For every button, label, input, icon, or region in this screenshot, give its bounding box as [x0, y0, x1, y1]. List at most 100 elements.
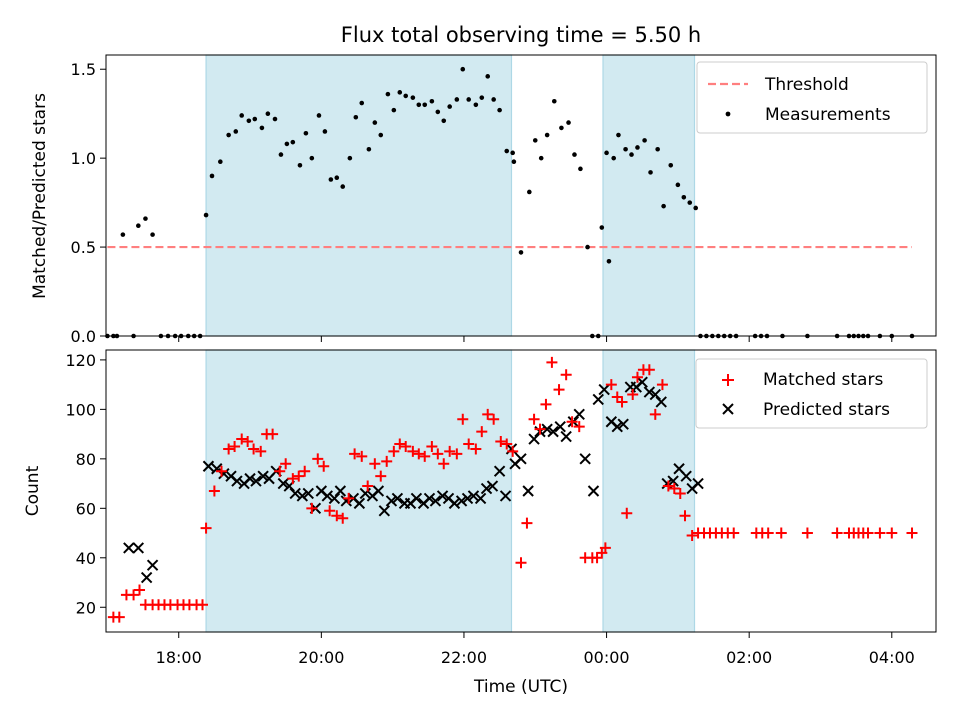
- measurement-point: [538, 155, 544, 161]
- bottom-x-ticks: 18:00 20:00 22:00 00:00 02:00 04:00: [156, 632, 915, 667]
- measurement-point: [687, 200, 693, 205]
- measurement-point: [410, 95, 416, 100]
- top-shaded-regions: [205, 54, 696, 337]
- matched-point: [197, 599, 209, 611]
- predicted-point: [598, 383, 610, 396]
- shaded-interval: [205, 54, 513, 337]
- measurement-point: [668, 162, 674, 168]
- bottom-shaded-regions: [205, 349, 696, 633]
- matched-point: [331, 510, 343, 522]
- matched-point: [248, 443, 260, 455]
- matched-point: [662, 480, 674, 492]
- top-axes-frame: [105, 54, 937, 337]
- measurement-point: [661, 203, 666, 209]
- matched-point: [134, 584, 146, 596]
- predicted-point: [587, 485, 600, 497]
- predicted-point: [334, 485, 347, 497]
- matched-point: [432, 448, 444, 460]
- matched-point: [318, 460, 330, 472]
- matched-points: [107, 356, 918, 623]
- predicted-point: [353, 497, 366, 510]
- measurement-point: [544, 132, 550, 138]
- measurement-point: [693, 205, 698, 211]
- predicted-point: [636, 376, 648, 388]
- predicted-point: [146, 559, 159, 571]
- matched-point: [546, 356, 558, 368]
- matched-point: [528, 413, 540, 425]
- y-tick-label: 40: [76, 549, 96, 568]
- measurement-point: [511, 159, 517, 165]
- predicted-point: [123, 542, 135, 554]
- matched-point: [540, 398, 552, 410]
- predicted-point: [480, 482, 493, 495]
- predicted-point: [579, 453, 591, 465]
- predicted-point: [448, 497, 461, 510]
- matched-point: [560, 369, 572, 381]
- predicted-point: [410, 492, 423, 505]
- matched-point: [343, 492, 355, 504]
- top-panel: 0.0 0.5 1.0 1.5 Matched/Predicted stars Thr…: [30, 54, 937, 346]
- measurement-point: [385, 91, 391, 97]
- matched-point: [444, 445, 456, 457]
- predicted-point: [680, 470, 692, 482]
- legend-measurement-swatch: [725, 111, 731, 117]
- measurement-point: [378, 132, 384, 138]
- matched-point: [229, 440, 241, 452]
- y-tick-label: 60: [76, 499, 96, 518]
- measurement-point: [623, 146, 628, 152]
- chart-title: Flux total observing time = 5.50 h: [341, 23, 701, 47]
- predicted-point: [467, 490, 480, 502]
- matched-point: [674, 487, 686, 499]
- matched-point: [457, 413, 469, 425]
- predicted-point: [372, 485, 385, 497]
- matched-point: [566, 416, 578, 428]
- measurement-point: [551, 98, 557, 104]
- measurement-point: [578, 166, 583, 172]
- bottom-y-axis-label: Count: [23, 465, 43, 516]
- matched-point: [400, 440, 412, 452]
- measurement-point: [209, 173, 215, 179]
- y-tick-label: 1.5: [71, 60, 96, 79]
- measurement-point: [648, 170, 653, 175]
- bottom-legend-box: [695, 358, 928, 429]
- measurement-point: [454, 97, 460, 102]
- predicted-point: [231, 475, 243, 487]
- top-legend-box: [696, 61, 928, 134]
- predicted-point: [499, 490, 512, 502]
- x-tick-label: 04:00: [869, 648, 915, 667]
- legend-predicted-label: Predicted stars: [763, 400, 890, 420]
- predicted-point: [328, 492, 341, 505]
- measurement-point: [416, 102, 422, 108]
- y-tick-label: 1.0: [71, 149, 96, 168]
- matched-point: [656, 379, 668, 391]
- matched-point: [369, 458, 381, 470]
- predicted-point: [655, 396, 667, 408]
- matched-point: [515, 557, 527, 569]
- matched-point: [643, 364, 655, 376]
- measurement-point: [572, 152, 577, 157]
- predicted-point: [289, 487, 301, 500]
- matched-point: [801, 527, 813, 539]
- matched-point: [775, 527, 787, 539]
- predicted-point: [515, 453, 527, 465]
- x-tick-label: 20:00: [298, 648, 344, 667]
- measurement-point: [441, 118, 447, 124]
- bottom-legend: Matched stars Predicted stars: [695, 358, 928, 429]
- legend-matched-swatch: [722, 374, 734, 386]
- matched-point: [375, 470, 387, 482]
- measurement-point: [518, 250, 524, 255]
- predicted-point: [250, 475, 262, 487]
- matched-point: [616, 396, 628, 408]
- measurement-point: [347, 155, 353, 161]
- predicted-point: [522, 485, 534, 497]
- matched-point: [488, 413, 500, 425]
- y-tick-label: 120: [65, 351, 96, 370]
- predicted-point: [611, 420, 623, 433]
- matched-point: [356, 450, 368, 462]
- predicted-point: [592, 393, 604, 406]
- measurement-point: [359, 100, 365, 106]
- measurement-point: [203, 212, 209, 218]
- measurement-point: [479, 95, 485, 100]
- measurement-point: [397, 90, 403, 95]
- predicted-point: [378, 505, 391, 517]
